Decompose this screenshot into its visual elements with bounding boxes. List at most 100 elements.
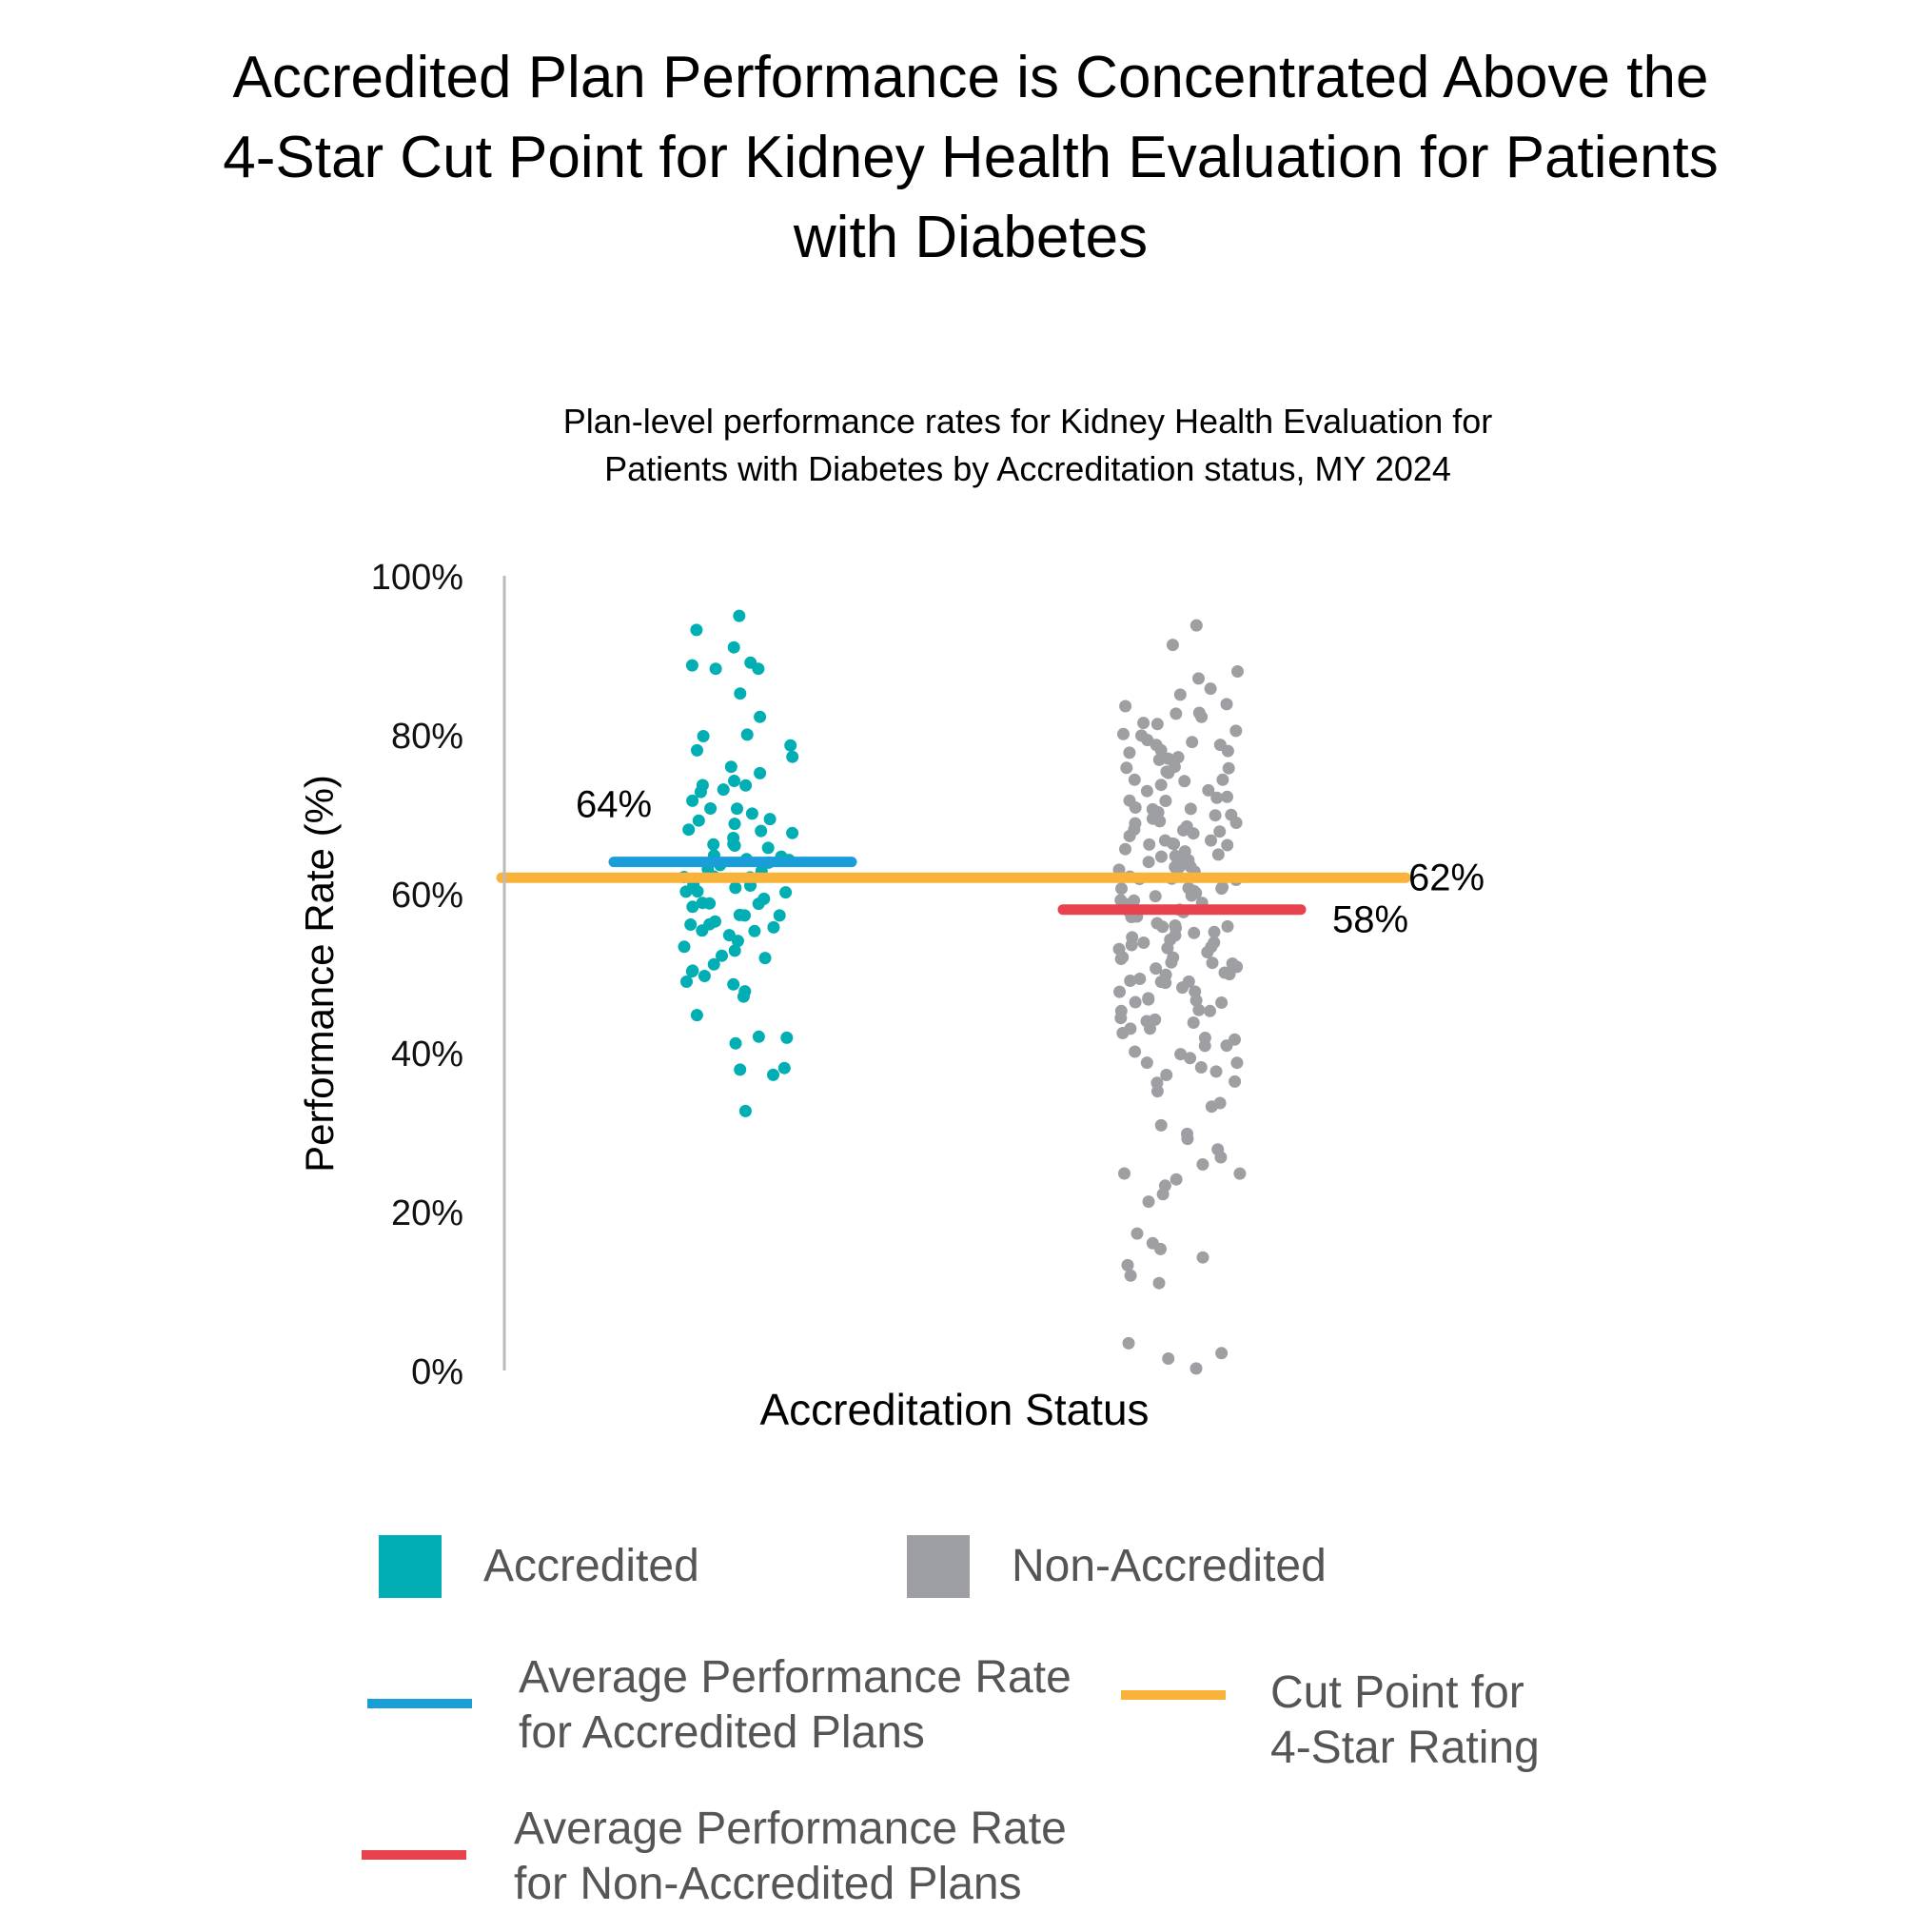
data-point-non-accredited (1118, 1167, 1131, 1180)
data-point-non-accredited (1209, 1065, 1223, 1078)
data-point-accredited (685, 659, 698, 672)
data-point-non-accredited (1195, 710, 1209, 723)
y-tick-label: 100% (371, 558, 463, 598)
data-point-accredited (734, 687, 747, 700)
legend-line-avg-accredited (367, 1699, 472, 1708)
data-point-non-accredited (1196, 1251, 1209, 1264)
data-point-accredited (767, 1068, 779, 1081)
data-point-accredited (729, 881, 742, 895)
data-point-non-accredited (1185, 889, 1198, 902)
data-point-non-accredited (1192, 1003, 1206, 1016)
data-point-accredited (777, 1061, 791, 1074)
legend-line-cut-point (1121, 1690, 1226, 1700)
data-point-non-accredited (1142, 992, 1155, 1005)
data-point-non-accredited (1166, 639, 1179, 652)
data-point-non-accredited (1204, 1004, 1216, 1017)
data-point-non-accredited (1226, 957, 1239, 970)
data-point-non-accredited (1205, 1100, 1218, 1114)
data-point-accredited (752, 897, 765, 911)
data-point-non-accredited (1113, 985, 1126, 998)
data-point-non-accredited (1210, 791, 1224, 804)
data-point-accredited (767, 920, 780, 934)
data-point-non-accredited (1201, 946, 1214, 958)
data-point-accredited (786, 826, 799, 839)
data-point-non-accredited (1129, 1045, 1142, 1058)
data-point-accredited (758, 952, 772, 965)
data-point-non-accredited (1215, 996, 1229, 1009)
data-point-accredited (755, 824, 768, 838)
data-point-non-accredited (1171, 751, 1185, 764)
data-point-non-accredited (1222, 761, 1235, 775)
data-point-accredited (704, 802, 718, 815)
data-point-non-accredited (1154, 850, 1168, 863)
data-point-non-accredited (1205, 834, 1217, 847)
legend-label-cut-point: Cut Point for 4-Star Rating (1270, 1667, 1540, 1773)
data-point-non-accredited (1229, 724, 1243, 738)
data-point-accredited (733, 908, 746, 921)
data-point-non-accredited (1154, 1242, 1167, 1255)
data-point-non-accredited (1177, 823, 1190, 837)
data-point-non-accredited (1220, 1039, 1233, 1053)
data-point-non-accredited (1167, 837, 1179, 850)
data-point-accredited (731, 935, 744, 948)
data-point-non-accredited (1214, 1151, 1228, 1164)
data-point-accredited (752, 1030, 765, 1043)
axis-layer: 0% 20% 40% 60% 80% 100% Performance Rate (%) Ac… (297, 558, 1150, 1434)
chart-title: Accredited Plan Performance is Concentra… (223, 45, 1719, 270)
y-tick-label: 60% (391, 876, 463, 916)
legend-label-avg-accredited: Average Performance Rate for Accredited … (519, 1652, 1072, 1758)
data-point-non-accredited (1119, 700, 1132, 713)
data-point-non-accredited (1124, 1269, 1137, 1282)
data-point-non-accredited (1124, 975, 1137, 987)
data-point-non-accredited (1196, 1158, 1209, 1171)
data-point-accredited (740, 728, 754, 741)
data-point-accredited (754, 766, 767, 779)
data-point-accredited (686, 964, 699, 977)
data-point-accredited (686, 900, 699, 914)
data-point-non-accredited (1233, 1167, 1247, 1180)
data-point-accredited (696, 924, 709, 937)
data-point-non-accredited (1231, 665, 1244, 678)
data-point-non-accredited (1198, 1039, 1211, 1053)
data-point-non-accredited (1229, 1074, 1242, 1088)
data-point-non-accredited (1213, 825, 1227, 838)
data-point-non-accredited (1149, 890, 1162, 903)
data-point-accredited (729, 1036, 742, 1050)
y-tick-label: 40% (391, 1035, 463, 1074)
data-point-accredited (739, 779, 753, 792)
data-point-non-accredited (1152, 1276, 1166, 1290)
data-point-accredited (691, 885, 704, 898)
data-point-accredited (698, 970, 711, 982)
y-tick-label: 20% (391, 1193, 463, 1233)
data-point-accredited (748, 924, 761, 937)
data-point-non-accredited (1190, 619, 1203, 632)
data-point-non-accredited (1206, 956, 1219, 970)
data-point-non-accredited (1137, 717, 1150, 730)
data-point-accredited (679, 885, 693, 898)
x-axis-label: Accreditation Status (759, 1385, 1149, 1434)
data-point-non-accredited (1119, 842, 1131, 856)
reference-lines-layer: 64% 58%62% (496, 784, 1485, 941)
data-point-non-accredited (1160, 765, 1173, 779)
data-point-accredited (724, 760, 737, 774)
data-point-accredited (716, 949, 728, 962)
scatter-chart: 64% 58%62% 0% 20% 40% 60% 80% 100% Performance … (297, 558, 1485, 1434)
data-point-accredited (763, 813, 777, 826)
data-point-non-accredited (1194, 1061, 1208, 1074)
data-point-accredited (690, 1009, 703, 1022)
data-point-non-accredited (1192, 672, 1205, 685)
data-point-non-accredited (1188, 926, 1201, 939)
data-point-accredited (717, 783, 730, 797)
data-point-non-accredited (1125, 938, 1138, 952)
data-point-non-accredited (1154, 743, 1168, 757)
data-point-non-accredited (1120, 761, 1133, 775)
y-axis-label: Performance Rate (%) (297, 775, 342, 1173)
data-point-accredited (738, 1104, 752, 1117)
data-point-accredited (773, 909, 786, 922)
data-point-non-accredited (1115, 882, 1128, 896)
data-point-accredited (728, 944, 741, 957)
reference-label-avg-non-accredited: 58% (1332, 899, 1408, 941)
data-point-accredited (728, 839, 741, 852)
data-point-non-accredited (1204, 682, 1217, 696)
data-point-non-accredited (1187, 827, 1200, 840)
